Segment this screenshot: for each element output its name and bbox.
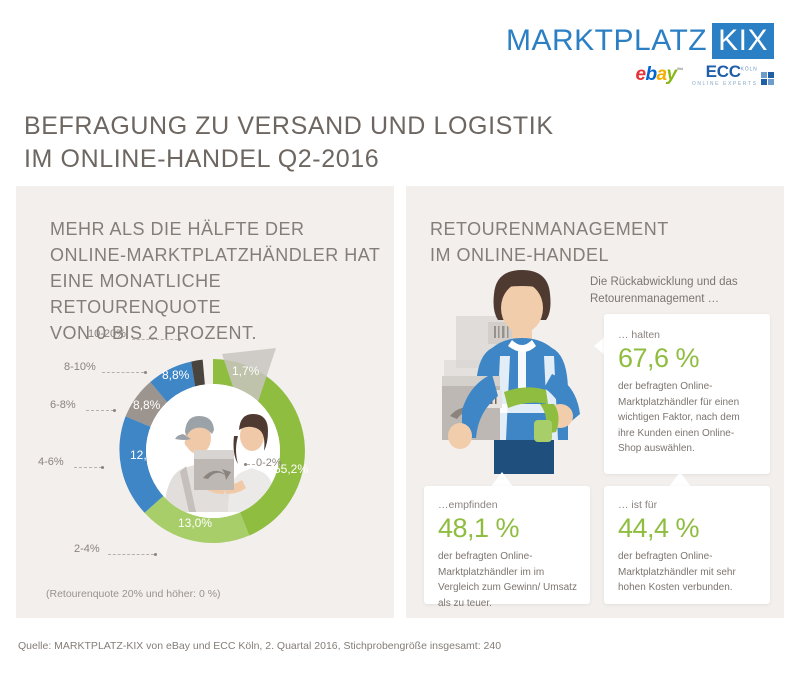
logo-kix-badge: KIX	[712, 23, 774, 59]
logo-brand-text: MARKTPLATZ	[506, 24, 708, 57]
vest-stripe-mid	[496, 404, 548, 413]
worker-trousers	[494, 440, 554, 474]
worker-arm-left	[462, 374, 498, 438]
donut-category-4-6: 4-6%	[38, 456, 64, 468]
leader-dot-4-6	[101, 466, 104, 469]
callout-card-67: … halten 67,6 % der befragten Online-Mar…	[604, 314, 770, 474]
leader-line-6-8	[86, 410, 114, 411]
callout-lead-67: … halten	[618, 329, 661, 341]
leader-dot-6-8	[113, 409, 116, 412]
callout-body-44: der befragten Online-Marktplatzhändler m…	[618, 551, 736, 594]
right-panel-intro: Die Rückabwicklung und das Retourenmanag…	[590, 274, 738, 309]
ecc-label: ECC	[705, 62, 741, 81]
callout-tail-main	[594, 336, 606, 356]
left-heading-line1: MEHR ALS DIE HÄLFTE DER	[50, 219, 305, 239]
leader-line-10-20	[132, 339, 178, 340]
left-heading-line2: ONLINE-MARKTPLATZHÄNDLER HAT	[50, 245, 381, 266]
worker-hand-left	[448, 423, 472, 449]
donut-value-8-10: 8,8%	[162, 368, 190, 382]
logo-partners: ebay™ ECCKÖLN ONLINE EXPERTS	[506, 63, 774, 87]
callout-lead-44: … ist für	[618, 499, 658, 511]
ecc-logo: ECCKÖLN ONLINE EXPERTS	[692, 63, 774, 87]
callout-percent-44: 44,4 %	[618, 513, 700, 543]
logo-marktplatz-kix: MARKTPLATZ KIX	[506, 23, 774, 59]
left-heading-line4: VON 0 BIS 2 PROZENT.	[50, 323, 258, 344]
callout-card-48: …empfinden 48,1 % der befragten Online-M…	[424, 486, 590, 609]
right-heading-line2: IM ONLINE-HANDEL	[430, 245, 610, 266]
donut-value-0-2: 55,2%	[274, 462, 309, 476]
left-panel-heading: MEHR ALS DIE HÄLFTE DER ONLINE-MARKTPLAT…	[50, 216, 394, 346]
callout-card-44: … ist für 44,4 % der befragten Online-Ma…	[604, 486, 770, 604]
donut-segment-2-4	[144, 490, 250, 544]
source-note: Quelle: MARKTPLATZ-KIX von eBay und ECC …	[18, 640, 502, 652]
right-panel: RETOURENMANAGEMENT IM ONLINE-HANDEL Die …	[406, 186, 784, 618]
intro-line1: Die Rückabwicklung und das	[590, 276, 738, 288]
trademark-icon: ™	[676, 67, 683, 75]
leader-dot-10-20	[178, 338, 181, 341]
barcode-scanner-icon	[504, 387, 559, 442]
return-arrow-icon	[450, 405, 485, 419]
callout-tail-44	[668, 472, 692, 488]
leader-line-4-6	[74, 467, 102, 468]
intro-line2: Retourenmanagement …	[590, 293, 720, 306]
donut-category-2-4: 2-4%	[74, 543, 100, 555]
callout-body-48: der befragten Online-Marktplatzhändler i…	[438, 551, 577, 609]
page-title: BEFRAGUNG ZU VERSAND UND LOGISTIK IM ONL…	[24, 110, 554, 177]
callout-tail-48	[490, 472, 514, 488]
warehouse-worker-illustration	[442, 270, 580, 474]
parcel-exchange-illustration	[146, 384, 280, 518]
donut-segment-0-2	[213, 359, 305, 536]
donut-value-6-8: 8,8%	[133, 398, 161, 412]
retourenquote-donut-chart: 55,2% 13,0% 12,6% 8,8% 8,8% 1,7%	[108, 346, 318, 556]
donut-category-0-2: 0-2%	[256, 457, 282, 469]
donut-svg	[119, 348, 305, 544]
donut-category-6-8: 6-8%	[50, 399, 76, 411]
left-heading-line3: EINE MONATLICHE RETOURENQUOTE	[50, 271, 222, 318]
leader-line-2-4	[108, 554, 154, 555]
illustration-parcel	[194, 450, 234, 490]
ebay-logo: ebay™	[635, 64, 684, 85]
parcel-exchange-svg	[146, 384, 280, 518]
donut-value-4-6: 12,6%	[130, 448, 165, 462]
right-heading-line1: RETOURENMANAGEMENT	[430, 219, 669, 239]
donut-category-10-20: 10-20%	[88, 328, 126, 340]
donut-value-10-20: 1,7%	[232, 364, 260, 378]
left-panel-footnote: (Retourenquote 20% und höher: 0 %)	[46, 588, 221, 600]
page-title-line1: BEFRAGUNG ZU VERSAND UND LOGISTIK	[24, 112, 554, 140]
donut-value-2-4: 13,0%	[178, 516, 213, 530]
left-panel: MEHR ALS DIE HÄLFTE DER ONLINE-MARKTPLAT…	[16, 186, 394, 618]
leader-dot-8-10	[144, 371, 147, 374]
worker-face	[501, 283, 543, 333]
callout-percent-48: 48,1 %	[438, 513, 520, 543]
leader-line-0-2	[247, 464, 255, 465]
leader-dot-0-2	[244, 463, 247, 466]
page-title-line2: IM ONLINE-HANDEL Q2-2016	[24, 145, 380, 174]
ecc-tagline: ONLINE EXPERTS	[691, 81, 758, 87]
donut-category-8-10: 8-10%	[64, 361, 96, 373]
ecc-koeln-label: KÖLN	[740, 66, 758, 73]
leader-dot-2-4	[154, 553, 157, 556]
right-panel-heading: RETOURENMANAGEMENT IM ONLINE-HANDEL	[430, 216, 669, 268]
ecc-squares-icon	[760, 71, 774, 85]
callout-lead-48: …empfinden	[438, 499, 498, 511]
callout-body-67: der befragten Online-Marktplatzhändler f…	[618, 381, 740, 455]
leader-line-8-10	[102, 372, 144, 373]
brand-logo: MARKTPLATZ KIX ebay™ ECCKÖLN ONLINE EXPER…	[506, 23, 774, 87]
callout-percent-67: 67,6 %	[618, 343, 700, 373]
donut-exploded-wedge-10-20	[222, 348, 276, 432]
